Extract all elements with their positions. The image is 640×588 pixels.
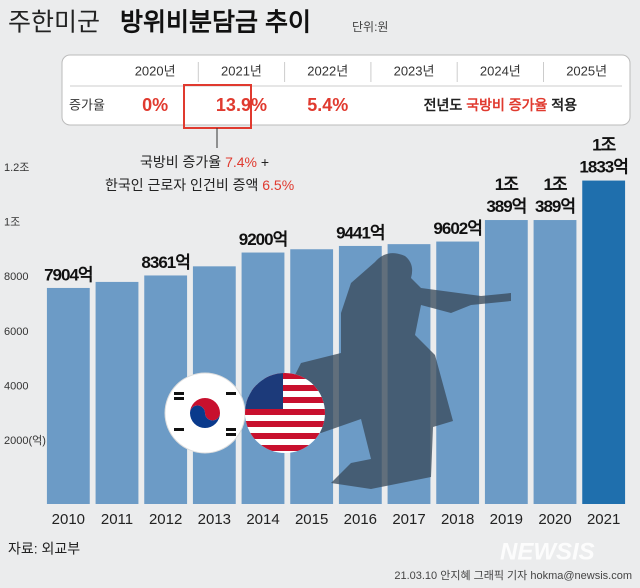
credit: 21.03.10 안지혜 그래픽 기자 hokma@newsis.com: [394, 569, 632, 582]
table-note-part: 전년도: [424, 97, 467, 113]
y-tick-label: 1.2조: [4, 162, 29, 174]
annotation-value: 7.4%: [225, 154, 257, 170]
value-label: 9200억: [239, 230, 287, 249]
bar: [533, 220, 577, 504]
table-value: 13.9%: [216, 95, 267, 115]
bar: [484, 220, 528, 504]
x-tick-label: 2018: [441, 511, 474, 528]
annotation: 한국인 근로자 인건비 증액 6.5%: [105, 177, 294, 193]
table-column-header: 2021년: [221, 63, 262, 78]
x-tick-label: 2010: [52, 511, 85, 528]
table-box: [61, 54, 631, 126]
chart-title-prefix: 주한미군: [8, 9, 100, 37]
bar: [95, 281, 139, 504]
value-label: 1조 389억: [486, 176, 526, 217]
value-label: 9441억: [336, 223, 384, 242]
annotation-text: +: [257, 154, 269, 170]
annotation-value: 6.5%: [262, 177, 294, 193]
chart-title: 방위비분담금 추이: [120, 9, 311, 37]
x-tick-label: 2017: [392, 511, 425, 528]
value-label: 1조 1833억: [579, 136, 627, 177]
bar: [582, 180, 626, 504]
x-tick-label: 2021: [587, 511, 620, 528]
table-column-header: 2020년: [135, 63, 176, 78]
table-row-header: 증가율: [69, 97, 105, 112]
x-tick-label: 2016: [344, 511, 377, 528]
value-label: 1조 389억: [535, 176, 575, 217]
bar: [46, 287, 90, 504]
flag-korea: [164, 372, 246, 454]
table-value: 0%: [142, 95, 168, 115]
table-column-header: 2023년: [394, 63, 435, 78]
x-tick-label: 2013: [198, 511, 231, 528]
annotation: 국방비 증가율 7.4% +: [140, 154, 269, 170]
y-tick-label: 4000: [4, 381, 28, 393]
bar: [436, 241, 480, 504]
x-tick-label: 2019: [490, 511, 523, 528]
table-note-part: 적용: [547, 97, 577, 113]
table-note: 전년도 국방비 증가율 적용: [424, 97, 577, 113]
x-tick-label: 2015: [295, 511, 328, 528]
table-value: 5.4%: [307, 95, 348, 115]
table-column-header: 2025년: [566, 63, 607, 78]
y-tick-label: 2000(억): [4, 434, 46, 447]
watermark: NEWSIS: [500, 538, 595, 565]
annotation-text: 국방비 증가율: [140, 154, 225, 170]
x-tick-label: 2020: [538, 511, 571, 528]
x-tick-label: 2011: [101, 511, 133, 528]
source: 자료: 외교부: [8, 541, 80, 557]
value-label: 7904억: [44, 265, 92, 284]
table: 증가율 2020년 2021년 2022년 2023년 2024년 2025년 0% 13.9%…: [69, 62, 607, 115]
x-tick-label: 2012: [149, 511, 182, 528]
table-note-part: 국방비 증가율: [466, 97, 547, 113]
table-column-header: 2022년: [307, 63, 348, 78]
y-tick-label: 1조: [4, 217, 20, 229]
flag-usa: [245, 373, 325, 453]
value-label: 8361억: [141, 253, 189, 272]
soldier-silhouette: [281, 253, 511, 489]
y-tick-label: 6000: [4, 326, 28, 338]
annotation-text: 한국인 근로자 인건비 증액: [105, 177, 262, 193]
unit-label: 단위:원: [352, 20, 388, 34]
y-tick-label: 8000: [4, 271, 28, 283]
table-column-header: 2024년: [480, 63, 521, 78]
x-tick-label: 2014: [246, 511, 279, 528]
value-label: 9602억: [433, 219, 481, 238]
